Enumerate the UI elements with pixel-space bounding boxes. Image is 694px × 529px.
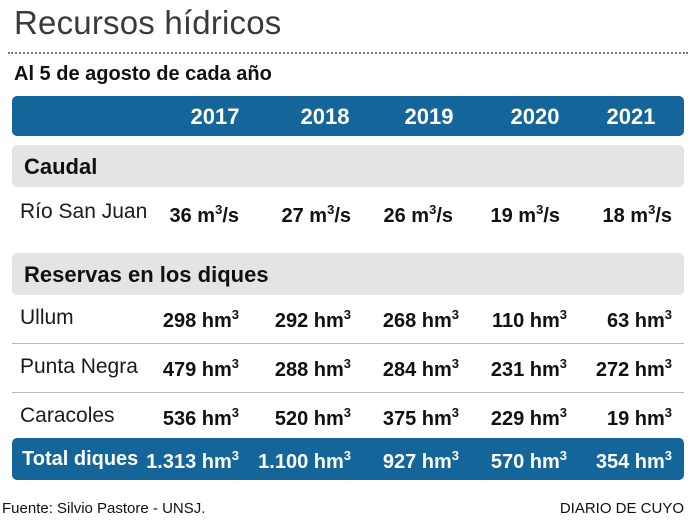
value-cell: 268 hm3 [382, 307, 459, 332]
page-title: Recursos hídricos [14, 4, 282, 41]
section-header-caudal: Caudal [12, 145, 684, 187]
value-cell: 63 hm3 [606, 307, 672, 332]
value-cell: 18 m3/s [602, 202, 672, 227]
value-cell: 19 m3/s [490, 202, 560, 227]
total-value-cell: 570 hm3 [490, 448, 567, 473]
value-cell: 231 hm3 [490, 356, 567, 381]
total-value-cell: 927 hm3 [382, 448, 459, 473]
value-cell: 284 hm3 [382, 356, 459, 381]
row-label: Punta Negra [20, 355, 138, 378]
value-cell: 479 hm3 [162, 356, 239, 381]
value-cell: 110 hm3 [491, 307, 567, 332]
year-header: 2018 [300, 104, 350, 129]
source-note: Fuente: Silvio Pastore - UNSJ. [2, 500, 206, 517]
year-header: 2021 [606, 104, 656, 129]
section-header-reservas: Reservas en los diques [12, 253, 684, 295]
total-label: Total diques [22, 448, 139, 470]
value-cell: 292 hm3 [274, 307, 351, 332]
row-label: Río San Juan [20, 200, 148, 223]
value-cell: 19 hm3 [606, 405, 672, 430]
section-label: Reservas en los diques [24, 262, 269, 287]
value-cell: 536 hm3 [162, 405, 239, 430]
value-cell: 27 m3/s [281, 202, 351, 227]
row-divider [12, 343, 684, 344]
value-cell: 375 hm3 [382, 405, 459, 430]
dotted-divider [8, 52, 688, 54]
section-label: Caudal [24, 154, 98, 179]
publisher-credit: DIARIO DE CUYO [559, 500, 684, 517]
value-cell: 288 hm3 [274, 356, 351, 381]
total-value-cell: 1.313 hm3 [146, 448, 239, 473]
total-value-cell: 1.100 hm3 [258, 448, 351, 473]
year-header: 2019 [404, 104, 454, 129]
total-row: Total diques 1.313 hm3 1.100 hm3 927 hm3… [12, 438, 684, 480]
year-header-bar: 2017 2018 2019 2020 2021 [12, 96, 684, 136]
row-divider [12, 392, 684, 393]
value-cell: 272 hm3 [595, 356, 672, 381]
year-header: 2020 [510, 104, 560, 129]
year-header: 2017 [190, 104, 240, 129]
value-cell: 298 hm3 [162, 307, 239, 332]
value-cell: 36 m3/s [169, 202, 239, 227]
total-value-cell: 354 hm3 [595, 448, 672, 473]
row-label: Ullum [20, 306, 74, 329]
subtitle: Al 5 de agosto de cada año [14, 63, 272, 85]
value-cell: 520 hm3 [274, 405, 351, 430]
row-label: Caracoles [20, 404, 115, 427]
value-cell: 229 hm3 [490, 405, 567, 430]
value-cell: 26 m3/s [383, 202, 453, 227]
